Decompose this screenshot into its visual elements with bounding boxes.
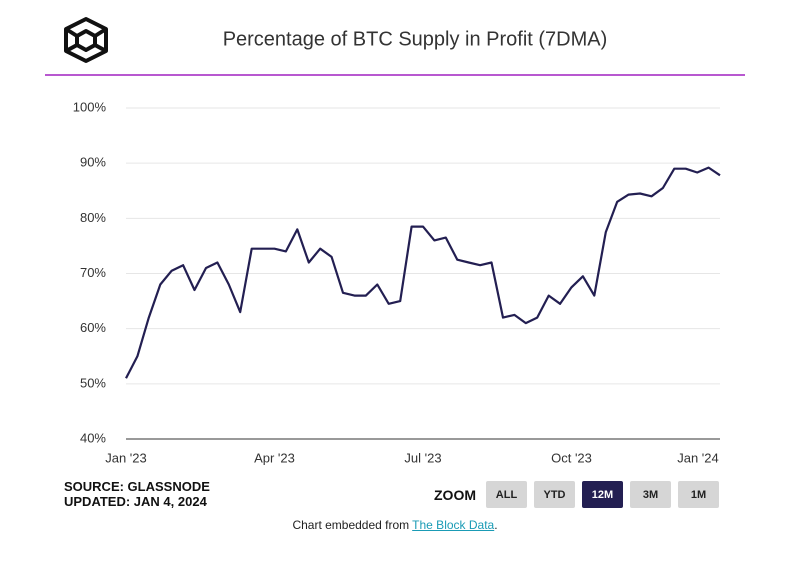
x-tick-label: Jan '24 bbox=[677, 450, 719, 465]
source: SOURCE: GLASSNODE bbox=[64, 479, 210, 494]
updated: UPDATED: JAN 4, 2024 bbox=[64, 494, 207, 509]
footer-prefix: Chart embedded from bbox=[292, 518, 410, 532]
chart: Percentage of BTC Supply in Profit (7DMA… bbox=[45, 17, 745, 465]
y-tick-label: 100% bbox=[73, 99, 107, 114]
x-tick-label: Jan '23 bbox=[105, 450, 147, 465]
logo bbox=[64, 17, 108, 63]
y-tick-label: 80% bbox=[80, 210, 106, 225]
x-tick-label: Jul '23 bbox=[404, 450, 441, 465]
x-tick-label: Apr '23 bbox=[254, 450, 295, 465]
zoom-button[interactable]: YTD bbox=[534, 481, 575, 508]
zoom-button[interactable]: 3M bbox=[630, 481, 671, 508]
chart-title: Percentage of BTC Supply in Profit (7DMA… bbox=[223, 28, 608, 50]
line bbox=[125, 166, 721, 379]
footer-link[interactable]: The Block Data bbox=[412, 518, 495, 532]
y-tick-label: 90% bbox=[80, 155, 106, 170]
footer: Chart embedded from The Block Data. bbox=[0, 518, 790, 532]
x-tick-label: Oct '23 bbox=[551, 450, 592, 465]
y-tick-label: 70% bbox=[80, 265, 106, 280]
zoom-button[interactable]: 1M bbox=[678, 481, 719, 508]
zoom-bar: ZOOM ALL YTD 12M 3M 1M bbox=[434, 481, 726, 508]
y-tick-label: 50% bbox=[80, 375, 106, 390]
zoom-label: ZOOM bbox=[434, 486, 476, 503]
y-tick-label: 60% bbox=[80, 320, 106, 335]
zoom-button[interactable]: ALL bbox=[486, 481, 527, 508]
y-tick-label: 40% bbox=[80, 430, 106, 445]
footer-suffix: . bbox=[494, 518, 498, 532]
zoom-button[interactable]: 12M bbox=[582, 481, 623, 508]
